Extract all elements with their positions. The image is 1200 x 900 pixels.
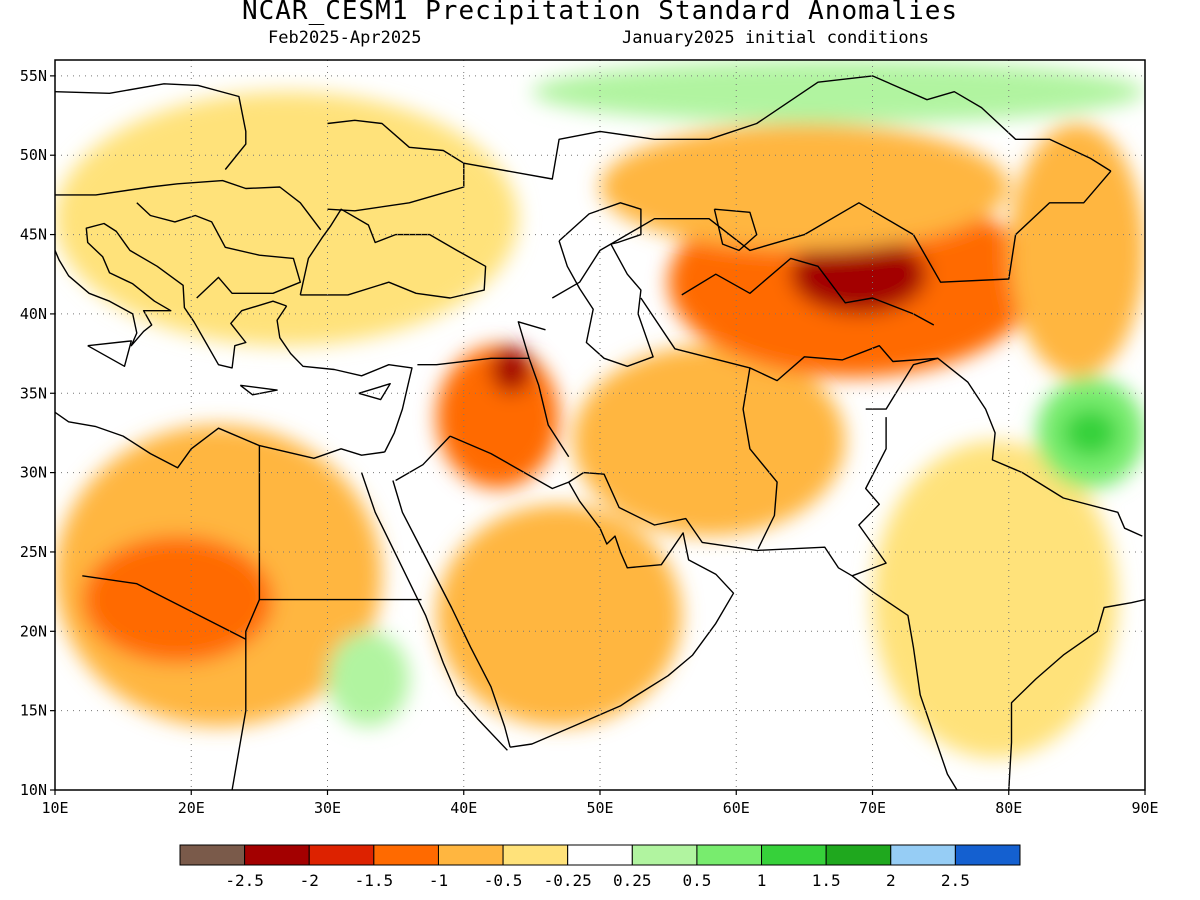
lat-tick-label: 30N	[20, 464, 47, 482]
colorbar: -2.5 -2 -1.5 -1 -0.5 -0.25 0.25 0.5 1 1.5 2 2.5	[179, 844, 1021, 890]
boundary-line	[276, 305, 413, 453]
anomaly-region-mongolia-west	[1008, 123, 1145, 378]
boundary-line	[558, 202, 654, 367]
boundary-line	[681, 257, 935, 326]
colorbar-label: -1.5	[355, 871, 394, 890]
colorbar-swatch	[437, 844, 504, 866]
colorbar-swatch	[373, 844, 439, 866]
anomaly-region-sudan-wet	[327, 631, 410, 727]
forecast-period: Feb2025-Apr2025	[268, 28, 422, 48]
colorbar-swatch	[179, 844, 246, 866]
boundary-line	[55, 411, 385, 469]
colorbar-label: 0.25	[613, 871, 652, 890]
anomaly-fields	[55, 60, 1145, 759]
colorbar-label: 1	[757, 871, 767, 890]
colorbar-swatch	[308, 844, 375, 866]
anomaly-region-syria-core	[491, 345, 532, 394]
boundary-line	[55, 83, 247, 170]
lat-tick-label: 40N	[20, 305, 47, 323]
anomaly-region-kazakhstan-north	[600, 123, 1009, 251]
lat-tick-label: 50N	[20, 146, 47, 164]
boundary-line	[358, 383, 391, 401]
lat-tick-label: 20N	[20, 622, 47, 640]
lat-tick-label: 35N	[20, 384, 47, 402]
anomaly-region-arabia-dry	[436, 504, 682, 727]
boundary-line	[231, 445, 261, 790]
boundary-line	[449, 435, 569, 490]
boundary-line	[742, 367, 778, 550]
lat-tick-label: 25N	[20, 543, 47, 561]
colorbar-swatch	[954, 844, 1021, 866]
boundary-line	[136, 202, 301, 299]
lat-tick-label: 15N	[20, 702, 47, 720]
colorbar-label: 1.5	[812, 871, 841, 890]
boundary-line	[568, 471, 853, 577]
boundary-line	[713, 208, 758, 252]
colorbar-swatch	[631, 844, 698, 866]
lon-axis: 10E 20E 30E 40E 50E 60E 70E 80E 90E	[41, 790, 1159, 817]
anomaly-region-libya-egypt-core	[82, 536, 273, 664]
colorbar-swatch	[825, 844, 892, 866]
boundary-line	[551, 170, 1112, 299]
lon-tick-label: 50E	[586, 799, 613, 817]
boundary-line	[865, 357, 1143, 537]
boundary-line	[239, 384, 278, 396]
lat-tick-label: 55N	[20, 67, 47, 85]
map-title: NCAR_CESM1 Precipitation Standard Anomal…	[241, 0, 959, 26]
colorbar-swatch	[696, 844, 763, 866]
lon-tick-label: 60E	[723, 799, 750, 817]
boundary-line	[640, 297, 938, 382]
anomaly-region-north-wet	[531, 60, 1145, 124]
anomaly-region-central-asia-core	[790, 234, 927, 314]
boundary-line	[851, 417, 887, 577]
boundary-line	[395, 435, 451, 482]
colorbar-swatch	[890, 844, 956, 866]
anomaly-region-india-dry	[872, 440, 1118, 759]
boundary-line	[82, 575, 247, 640]
lat-tick-label: 45N	[20, 226, 47, 244]
colorbar-swatch	[244, 844, 310, 866]
colorbar-label: -2	[300, 871, 319, 890]
colorbar-label: -0.25	[544, 871, 592, 890]
boundary-line	[1008, 598, 1145, 790]
colorbar-label: 2.5	[941, 871, 970, 890]
lon-tick-label: 40E	[450, 799, 477, 817]
lon-tick-label: 10E	[41, 799, 68, 817]
colorbar-label: -1	[429, 871, 448, 890]
coastlines	[55, 75, 1145, 790]
anomaly-region-tibet-wet-core	[1063, 409, 1118, 457]
boundary-line	[55, 179, 322, 231]
lon-tick-label: 70E	[859, 799, 886, 817]
colorbar-swatch	[761, 844, 827, 866]
anomaly-region-iran-dry	[572, 345, 846, 537]
boundary-line	[517, 321, 570, 458]
boundary-line	[417, 357, 530, 366]
lon-tick-label: 20E	[178, 799, 205, 817]
colorbar-swatch	[502, 844, 569, 866]
colorbar-label: 2	[886, 871, 896, 890]
boundary-line	[55, 222, 287, 369]
colorbar-swatch	[567, 844, 633, 866]
lon-tick-label: 90E	[1131, 799, 1158, 817]
boundary-line	[463, 75, 1112, 180]
anomaly-region-europe-dry	[55, 91, 519, 346]
boundary-line	[360, 472, 508, 751]
lat-axis: 10N 15N 20N 25N 30N 35N 40N 45N 50N 55N	[20, 67, 55, 799]
colorbar-label: 0.5	[682, 871, 711, 890]
lon-tick-label: 80E	[995, 799, 1022, 817]
colorbar-label: -2.5	[225, 871, 264, 890]
boundary-line	[851, 575, 958, 790]
lon-tick-label: 30E	[314, 799, 341, 817]
boundary-line	[299, 208, 487, 299]
boundary-line	[392, 480, 511, 748]
boundary-line	[509, 481, 735, 748]
boundary-line	[87, 340, 132, 367]
colorbar-label: -0.5	[484, 871, 523, 890]
lat-tick-label: 10N	[20, 781, 47, 799]
initial-conditions: January2025 initial conditions	[622, 28, 930, 48]
